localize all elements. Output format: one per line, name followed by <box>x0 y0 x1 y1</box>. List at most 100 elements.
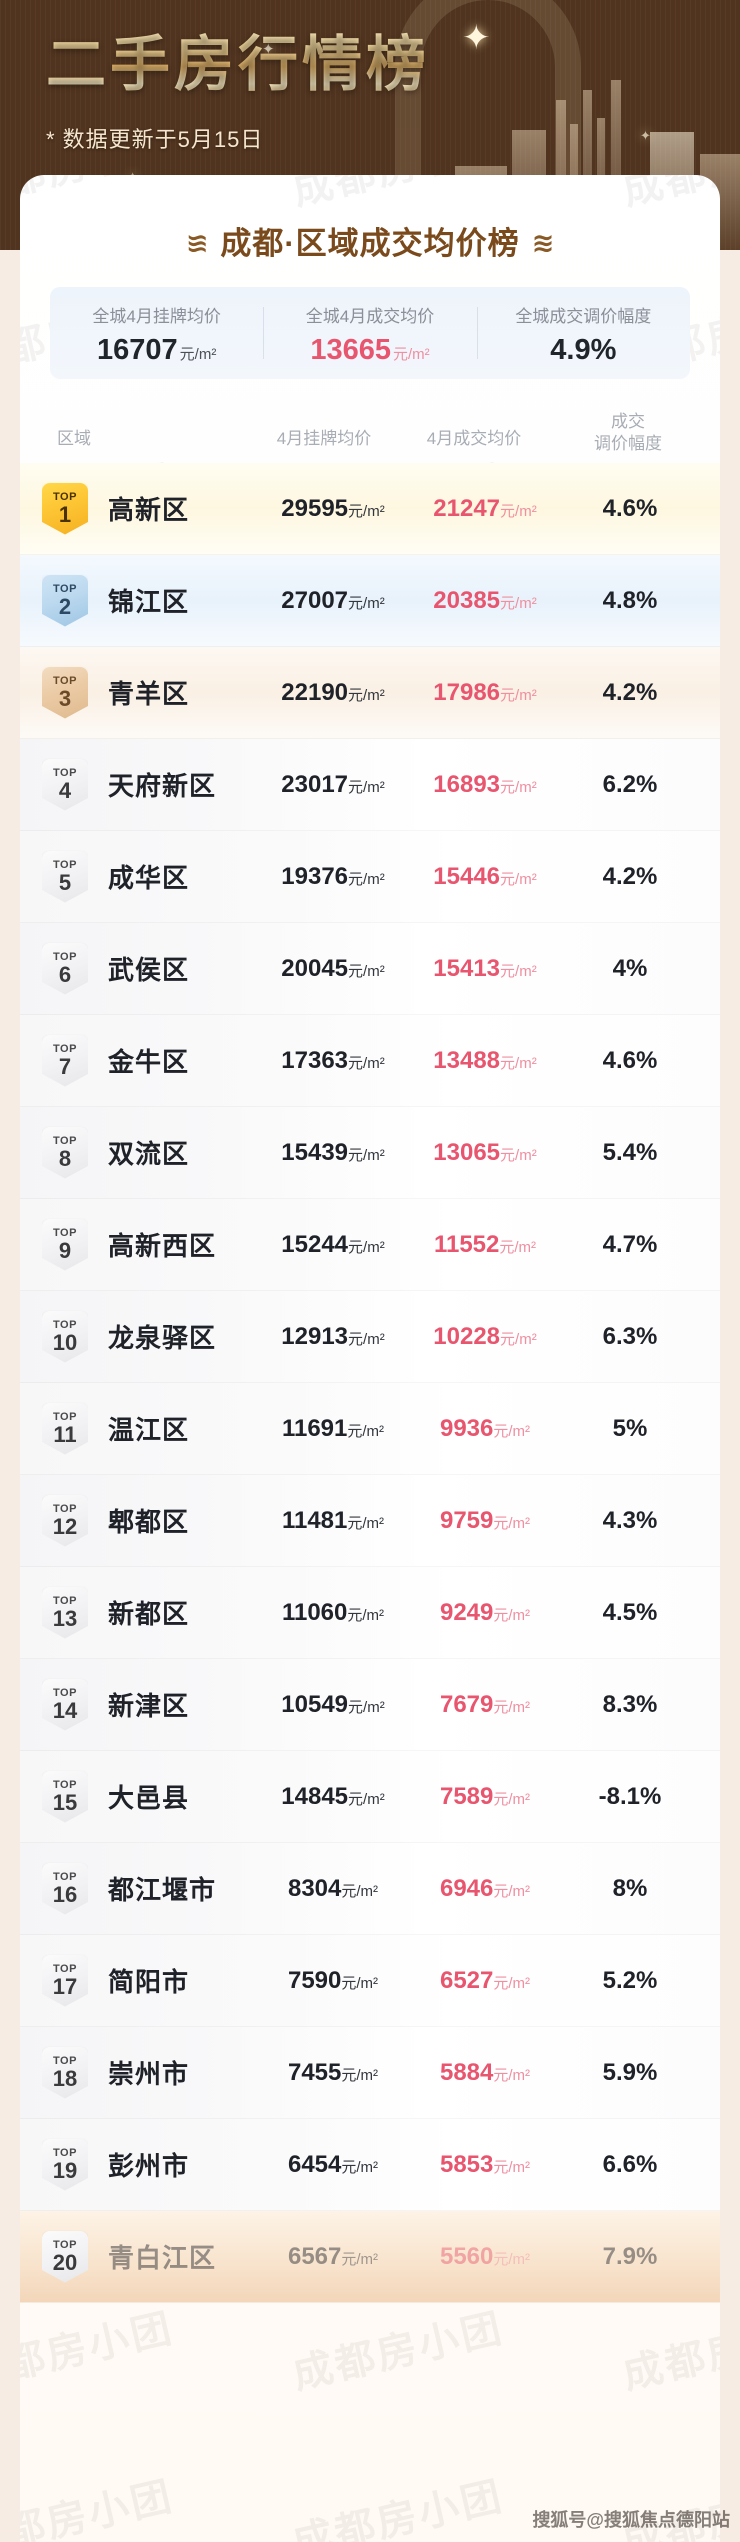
table-row[interactable]: TOP 3 青羊区 22190元/m² 17986元/m² 4.2% <box>20 647 720 739</box>
table-row[interactable]: TOP 15 大邑县 14845元/m² 7589元/m² -8.1% <box>20 1751 720 1843</box>
table-row[interactable]: TOP 19 彭州市 6454元/m² 5853元/m² 6.6% <box>20 2119 720 2211</box>
rank-badge: TOP 1 <box>42 482 88 535</box>
rank-badge-label: TOP <box>53 490 77 503</box>
deal-value: 7589 <box>439 1782 494 1810</box>
deal-value: 11552 <box>433 1230 500 1258</box>
rank-badge-label: TOP <box>53 674 77 687</box>
table-row[interactable]: TOP 16 都江堰市 8304元/m² 6946元/m² 8% <box>20 1843 720 1935</box>
cell-region: 高新区 <box>108 495 190 525</box>
table-row[interactable]: TOP 2 锦江区 27007元/m² 20385元/m² 4.8% <box>20 555 720 647</box>
listing-value: 15244 <box>281 1230 349 1258</box>
listing-unit: 元/m² <box>348 1790 385 1808</box>
cell-region: 高新西区 <box>108 1231 217 1261</box>
cell-listing-price: 15244元/m² <box>258 1231 408 1259</box>
rank-badge: TOP 14 <box>42 1678 88 1731</box>
table-row[interactable]: TOP 13 新都区 11060元/m² 9249元/m² 4.5% <box>20 1567 720 1659</box>
table-row[interactable]: TOP 4 天府新区 23017元/m² 16893元/m² 6.2% <box>20 739 720 831</box>
deal-unit: 元/m² <box>493 2158 531 2176</box>
stat-label: 全城4月成交均价 <box>305 306 435 326</box>
deal-unit: 元/m² <box>493 2066 531 2084</box>
listing-value: 23017 <box>281 770 349 798</box>
listing-unit: 元/m² <box>347 1514 385 1532</box>
watermark-text: 成都房小团 <box>618 2305 720 2399</box>
watermark-text: 成都房小团 <box>288 2305 509 2399</box>
deal-unit: 元/m² <box>493 1882 531 1900</box>
hero-update-note: * 数据更新于5月15日 <box>46 127 264 152</box>
table-row[interactable]: TOP 20 青白江区 6567元/m² 5560元/m² 7.9% <box>20 2211 720 2303</box>
table-row[interactable]: TOP 8 双流区 15439元/m² 13065元/m² 5.4% <box>20 1107 720 1199</box>
listing-value: 11481 <box>281 1506 348 1534</box>
cell-listing-price: 7455元/m² <box>258 2059 408 2087</box>
deal-unit: 元/m² <box>493 1790 531 1808</box>
cell-region: 彭州市 <box>108 2151 190 2181</box>
listing-unit: 元/m² <box>341 2158 379 2176</box>
building-graphic <box>611 80 621 250</box>
cell-adjustment: 4.3% <box>602 1506 658 1534</box>
watermark-text: 成都房小团 <box>20 2473 179 2542</box>
cell-region: 新都区 <box>108 1599 190 1629</box>
rank-badge-number: 6 <box>58 961 72 987</box>
cell-region: 简阳市 <box>108 1967 190 1997</box>
listing-unit: 元/m² <box>348 1146 385 1164</box>
stat-item-1: 全城4月挂牌均价 16707 元/m² <box>50 287 263 379</box>
listing-unit: 元/m² <box>347 1422 385 1440</box>
rank-badge-number: 1 <box>58 501 72 527</box>
rank-badge-label: TOP <box>53 766 77 779</box>
listing-unit: 元/m² <box>341 1882 379 1900</box>
deal-unit: 元/m² <box>500 962 537 980</box>
listing-value: 12913 <box>281 1322 349 1350</box>
column-header-deal-price: 4月成交均价 <box>426 429 522 448</box>
deal-unit: 元/m² <box>493 1974 531 1992</box>
table-row[interactable]: TOP 10 龙泉驿区 12913元/m² 10228元/m² 6.3% <box>20 1291 720 1383</box>
rank-badge-number: 4 <box>58 777 72 803</box>
deal-unit: 元/m² <box>500 778 537 796</box>
deal-unit: 元/m² <box>500 686 537 704</box>
deal-unit: 元/m² <box>493 1698 531 1716</box>
table-row[interactable]: TOP 1 高新区 29595元/m² 21247元/m² 4.6% <box>20 463 720 555</box>
site-watermark: 搜狐号@搜狐焦点德阳站 <box>532 2510 730 2530</box>
cell-region: 武侯区 <box>108 955 190 985</box>
stat-value: 16707 元/m² <box>97 335 216 365</box>
table-row[interactable]: TOP 17 简阳市 7590元/m² 6527元/m² 5.2% <box>20 1935 720 2027</box>
table-row[interactable]: TOP 11 温江区 11691元/m² 9936元/m² 5% <box>20 1383 720 1475</box>
column-header-adjustment: 成交 调价幅度 <box>568 411 688 455</box>
table-row[interactable]: TOP 6 武侯区 20045元/m² 15413元/m² 4% <box>20 923 720 1015</box>
table-row[interactable]: TOP 9 高新西区 15244元/m² 11552元/m² 4.7% <box>20 1199 720 1291</box>
table-row[interactable]: TOP 18 崇州市 7455元/m² 5884元/m² 5.9% <box>20 2027 720 2119</box>
cell-region: 都江堰市 <box>108 1875 217 1905</box>
listing-unit: 元/m² <box>348 686 385 704</box>
listing-value: 22190 <box>281 678 349 706</box>
rank-badge-label: TOP <box>53 2146 77 2159</box>
cell-adjustment: 4.2% <box>602 862 658 890</box>
deal-value: 21247 <box>433 494 501 522</box>
table-row[interactable]: TOP 7 金牛区 17363元/m² 13488元/m² 4.6% <box>20 1015 720 1107</box>
cell-adjustment: 5.2% <box>602 1966 658 1994</box>
column-header-listing-price: 4月挂牌均价 <box>276 429 372 448</box>
listing-value: 14845 <box>281 1782 349 1810</box>
table-row[interactable]: TOP 5 成华区 19376元/m² 15446元/m² 4.2% <box>20 831 720 923</box>
rank-badge-number: 20 <box>52 2249 78 2275</box>
cell-region: 金牛区 <box>108 1047 190 1077</box>
listing-unit: 元/m² <box>348 1054 385 1072</box>
cell-region: 崇州市 <box>108 2059 190 2089</box>
deal-value: 10228 <box>433 1322 501 1350</box>
table-row[interactable]: TOP 12 郫都区 11481元/m² 9759元/m² 4.3% <box>20 1475 720 1567</box>
cell-adjustment: 4.2% <box>602 678 658 706</box>
cell-deal-price: 13488元/m² <box>410 1047 560 1075</box>
cell-listing-price: 11060元/m² <box>258 1599 408 1627</box>
listing-unit: 元/m² <box>341 2066 379 2084</box>
cell-deal-price: 5853元/m² <box>410 2151 560 2179</box>
listing-value: 11691 <box>281 1414 348 1442</box>
table-row[interactable]: TOP 14 新津区 10549元/m² 7679元/m² 8.3% <box>20 1659 720 1751</box>
rank-badge: TOP 13 <box>42 1586 88 1639</box>
ranking-table-body: TOP 1 高新区 29595元/m² 21247元/m² 4.6% TOP 2 锦江区 2700… <box>20 463 720 2303</box>
deal-value: 6527 <box>439 1966 494 1994</box>
rank-badge-label: TOP <box>53 1318 77 1331</box>
listing-unit: 元/m² <box>348 594 385 612</box>
cell-deal-price: 6946元/m² <box>410 1875 560 1903</box>
cell-adjustment: 4.8% <box>602 586 658 614</box>
rank-badge-number: 5 <box>58 869 72 895</box>
cell-region: 郫都区 <box>108 1507 190 1537</box>
deal-value: 6946 <box>439 1874 494 1902</box>
rank-badge: TOP 4 <box>42 758 88 811</box>
